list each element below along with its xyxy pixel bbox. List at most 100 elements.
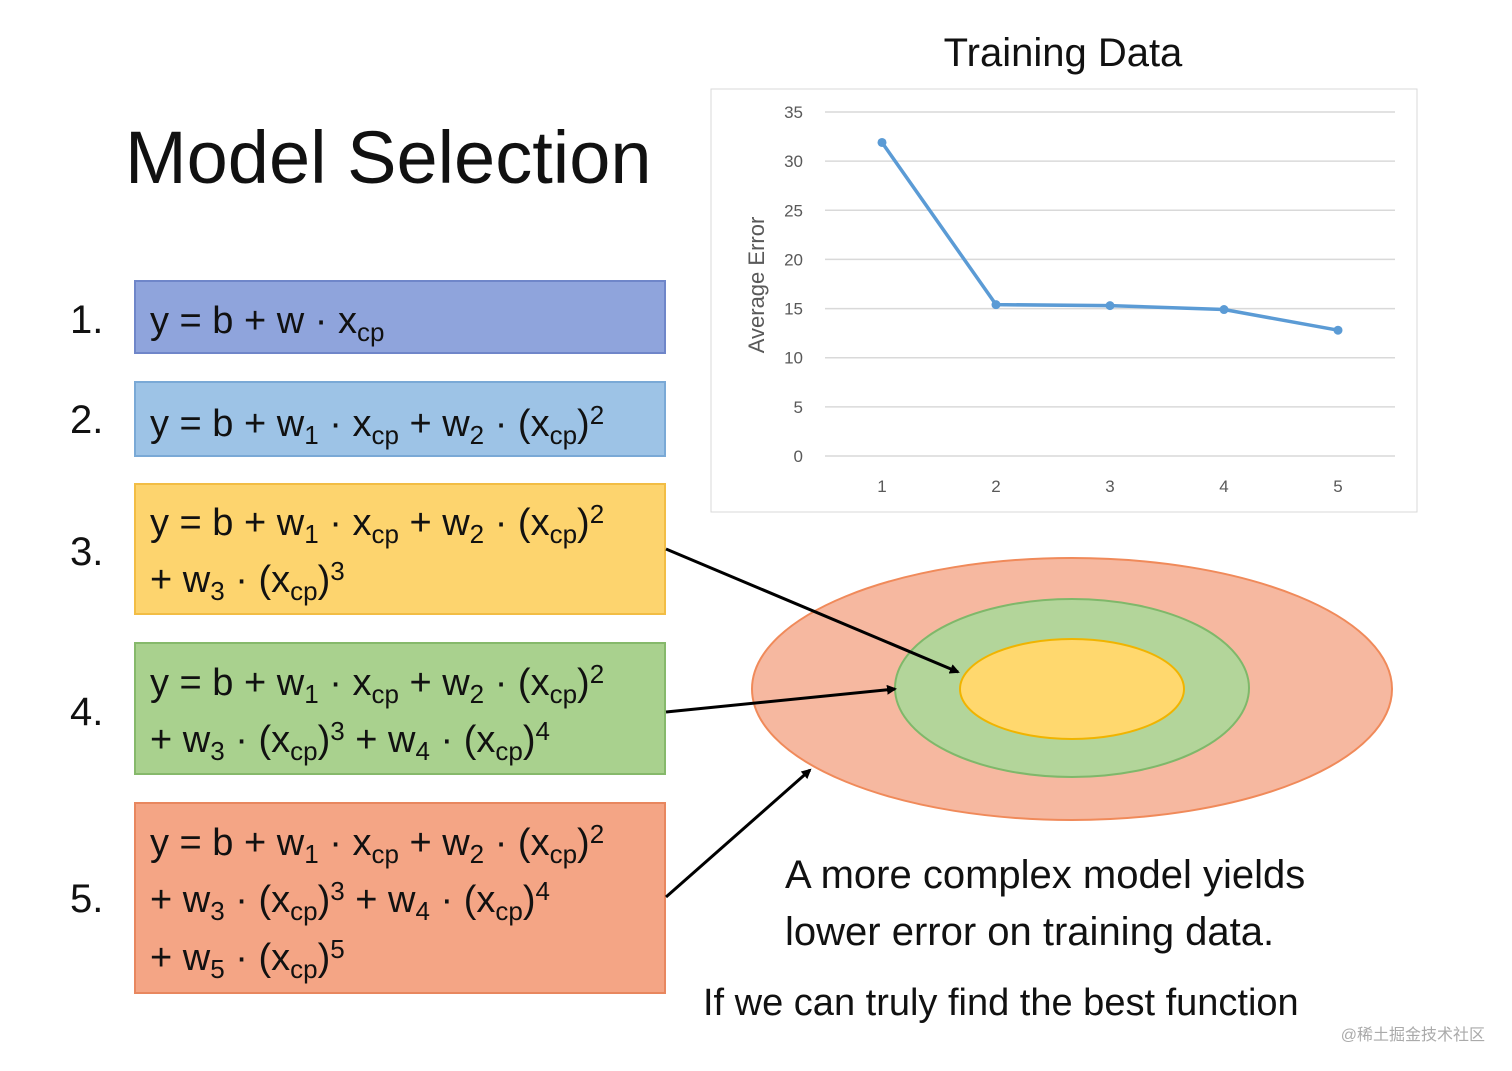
formula-text: + w: [399, 662, 470, 704]
superscript: 3: [330, 876, 344, 906]
subscript: cp: [371, 839, 398, 869]
y-axis-label: Average Error: [744, 217, 769, 354]
data-point: [991, 300, 1001, 310]
model-number: 1.: [70, 298, 103, 342]
subscript: 2: [470, 839, 484, 869]
subscript: cp: [550, 420, 577, 450]
data-point: [1333, 325, 1343, 335]
formula-text: ): [318, 879, 331, 921]
formula-text: y = b + w: [150, 403, 305, 445]
superscript: 2: [590, 400, 604, 430]
subscript: 1: [304, 519, 318, 549]
formula-text: + w: [150, 937, 211, 979]
formula-text: ): [523, 719, 536, 761]
data-point: [1219, 305, 1229, 315]
formula-text: ): [577, 502, 590, 544]
subscript: 4: [415, 896, 429, 926]
formula-text: ): [318, 937, 331, 979]
data-point: [1105, 301, 1115, 311]
model-box: [134, 381, 666, 457]
subscript: 2: [470, 679, 484, 709]
formula-line: y = b + w · xcp: [150, 300, 384, 347]
y-tick-label: 0: [794, 447, 803, 466]
formula-text: ): [318, 719, 331, 761]
formula-text: ): [577, 822, 590, 864]
subscript: cp: [495, 736, 522, 766]
formula-text: y = b + w: [150, 662, 305, 704]
formula-text: · (x: [484, 822, 549, 864]
note: If we can truly find the best function: [703, 982, 1299, 1024]
arrow: [665, 684, 897, 714]
formula-line: + w3 · (xcp)3: [150, 556, 345, 605]
subscript: 1: [304, 420, 318, 450]
formula-text: · (x: [225, 937, 290, 979]
formula-text: + w: [399, 822, 470, 864]
formula-line: y = b + w1 · xcp + w2 · (xcp)2: [150, 819, 604, 868]
formula-text: · (x: [225, 559, 290, 601]
subscript: cp: [290, 576, 317, 606]
formula-text: y = b + w: [150, 822, 305, 864]
subscript: cp: [290, 954, 317, 984]
y-tick-label: 10: [784, 349, 803, 368]
formula-line: y = b + w1 · xcp + w2 · (xcp)2: [150, 400, 604, 449]
watermark: @稀土掘金技术社区: [1341, 1026, 1485, 1044]
x-tick-label: 5: [1333, 477, 1342, 496]
model-box: [134, 802, 666, 994]
formula-line: + w3 · (xcp)3 + w4 · (xcp)4: [150, 876, 550, 925]
subscript: cp: [357, 317, 384, 347]
y-tick-label: 15: [784, 300, 803, 319]
formula-text: · (x: [484, 403, 549, 445]
set-diagram: [665, 547, 1393, 899]
subscript: 3: [210, 736, 224, 766]
subscript: cp: [550, 839, 577, 869]
formula-line: y = b + w1 · xcp + w2 · (xcp)2: [150, 659, 604, 708]
formula-text: · x: [319, 502, 372, 544]
x-tick-label: 2: [991, 477, 1000, 496]
subscript: 4: [415, 736, 429, 766]
superscript: 3: [330, 556, 344, 586]
subscript: 1: [304, 839, 318, 869]
superscript: 2: [590, 499, 604, 529]
formula-line: + w3 · (xcp)3 + w4 · (xcp)4: [150, 716, 550, 765]
formula-text: + w: [399, 502, 470, 544]
chart-title: Training Data: [944, 31, 1183, 75]
formula-line: y = b + w1 · xcp + w2 · (xcp)2: [150, 499, 604, 548]
subscript: 3: [210, 896, 224, 926]
formula-text: · x: [319, 822, 372, 864]
subscript: cp: [371, 519, 398, 549]
data-point: [877, 137, 887, 147]
note: A more complex model yields: [785, 853, 1305, 897]
formula-text: · x: [319, 403, 372, 445]
y-tick-label: 30: [784, 152, 803, 171]
formula-text: · (x: [430, 719, 495, 761]
inner-ellipse: [959, 638, 1185, 740]
formula-text: + w: [150, 719, 211, 761]
x-tick-label: 4: [1219, 477, 1228, 496]
superscript: 2: [590, 819, 604, 849]
superscript: 4: [535, 716, 549, 746]
formula-text: y = b + w · x: [150, 300, 357, 342]
subscript: 2: [470, 519, 484, 549]
subscript: cp: [290, 736, 317, 766]
y-tick-label: 25: [784, 201, 803, 220]
formula-text: · x: [319, 662, 372, 704]
model-box: [134, 280, 666, 354]
model-number: 2.: [70, 398, 103, 442]
formula-text: + w: [150, 559, 211, 601]
formula-text: · (x: [430, 879, 495, 921]
superscript: 5: [330, 934, 344, 964]
subscript: cp: [550, 519, 577, 549]
formula-text: + w: [345, 879, 416, 921]
superscript: 3: [330, 716, 344, 746]
subscript: cp: [495, 896, 522, 926]
superscript: 4: [535, 876, 549, 906]
formula-line: + w5 · (xcp)5: [150, 934, 345, 983]
formula-text: · (x: [484, 502, 549, 544]
formula-text: · (x: [484, 662, 549, 704]
subscript: 2: [470, 420, 484, 450]
chart-frame: [710, 88, 1418, 513]
x-tick-label: 3: [1105, 477, 1114, 496]
formula-text: ): [577, 662, 590, 704]
model-box: [134, 642, 666, 775]
